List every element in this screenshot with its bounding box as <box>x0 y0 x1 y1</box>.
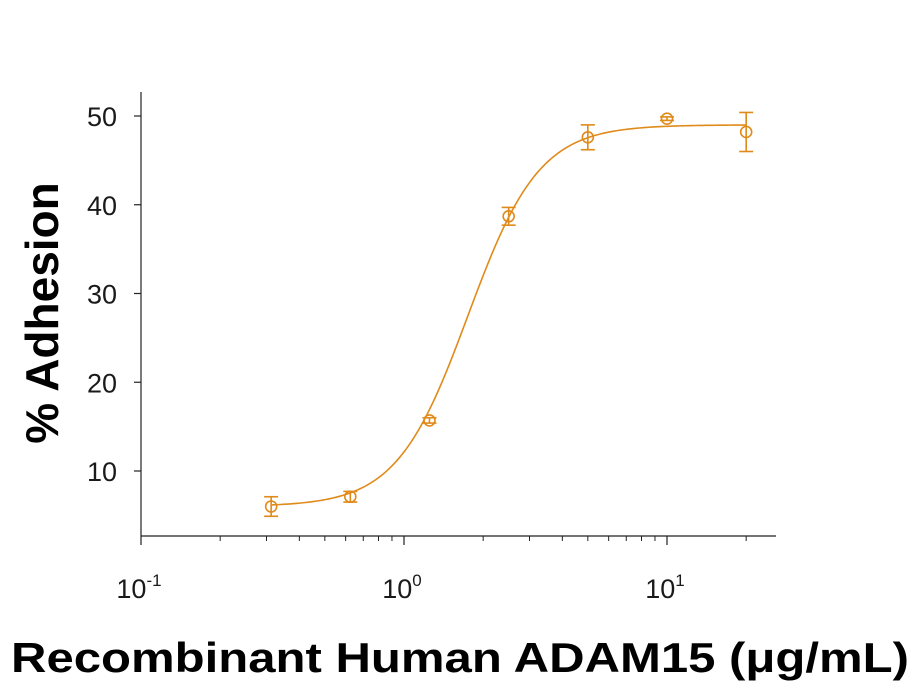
data-points-layer <box>264 111 754 518</box>
data-marker <box>581 131 595 144</box>
x-tick-label: 100 <box>382 571 422 604</box>
data-point <box>739 111 754 153</box>
y-tick-label: 10 <box>87 457 117 487</box>
x-axis-ticks: 10-1 100 101 <box>116 536 747 604</box>
data-marker <box>660 112 674 125</box>
y-axis-title: % Adhesion <box>16 182 68 444</box>
data-marker <box>423 414 436 427</box>
x-tick-label: 10-1 <box>116 571 161 604</box>
y-tick-label: 20 <box>87 368 117 398</box>
x-axis-title: Recombinant Human ADAM15 (μg/mL) <box>11 634 909 681</box>
data-point <box>422 414 437 427</box>
data-marker <box>264 500 278 513</box>
data-marker <box>502 209 515 223</box>
data-point <box>343 490 358 504</box>
y-tick-label: 50 <box>87 102 117 132</box>
data-point <box>264 495 279 518</box>
data-point <box>501 206 516 226</box>
fit-curve <box>271 124 747 506</box>
y-tick-label: 30 <box>87 280 117 310</box>
data-point <box>660 112 674 125</box>
data-marker <box>344 490 357 504</box>
y-tick-label: 40 <box>87 191 117 221</box>
y-axis-ticks: 10 20 30 40 50 <box>87 102 141 487</box>
fit-curve-layer <box>271 124 747 506</box>
axes <box>140 92 776 537</box>
data-marker <box>739 125 753 139</box>
x-tick-label: 101 <box>645 571 685 604</box>
data-point <box>580 124 595 151</box>
